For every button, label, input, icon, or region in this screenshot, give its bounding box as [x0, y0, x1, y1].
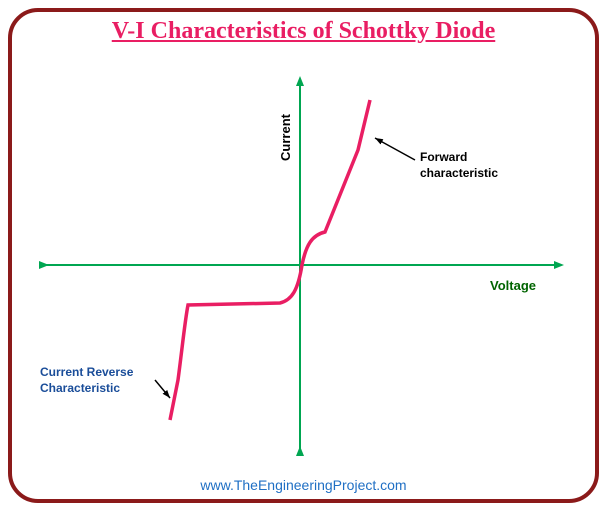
reverse-annotation-line1: Current Reverse: [40, 365, 133, 379]
diagram-svg: [0, 0, 607, 511]
forward-annotation-line2: characteristic: [420, 166, 498, 180]
forward-annotation: Forward characteristic: [420, 150, 498, 181]
x-axis-label: Voltage: [490, 278, 536, 293]
y-axis-label: Current: [278, 114, 293, 161]
vi-curve: [170, 100, 370, 420]
watermark: www.TheEngineeringProject.com: [0, 477, 607, 493]
reverse-annotation: Current Reverse Characteristic: [40, 365, 133, 396]
reverse-annotation-line2: Characteristic: [40, 381, 120, 395]
reverse-annotation-arrow: [155, 380, 170, 398]
forward-annotation-line1: Forward: [420, 150, 467, 164]
forward-annotation-arrow: [375, 138, 415, 160]
